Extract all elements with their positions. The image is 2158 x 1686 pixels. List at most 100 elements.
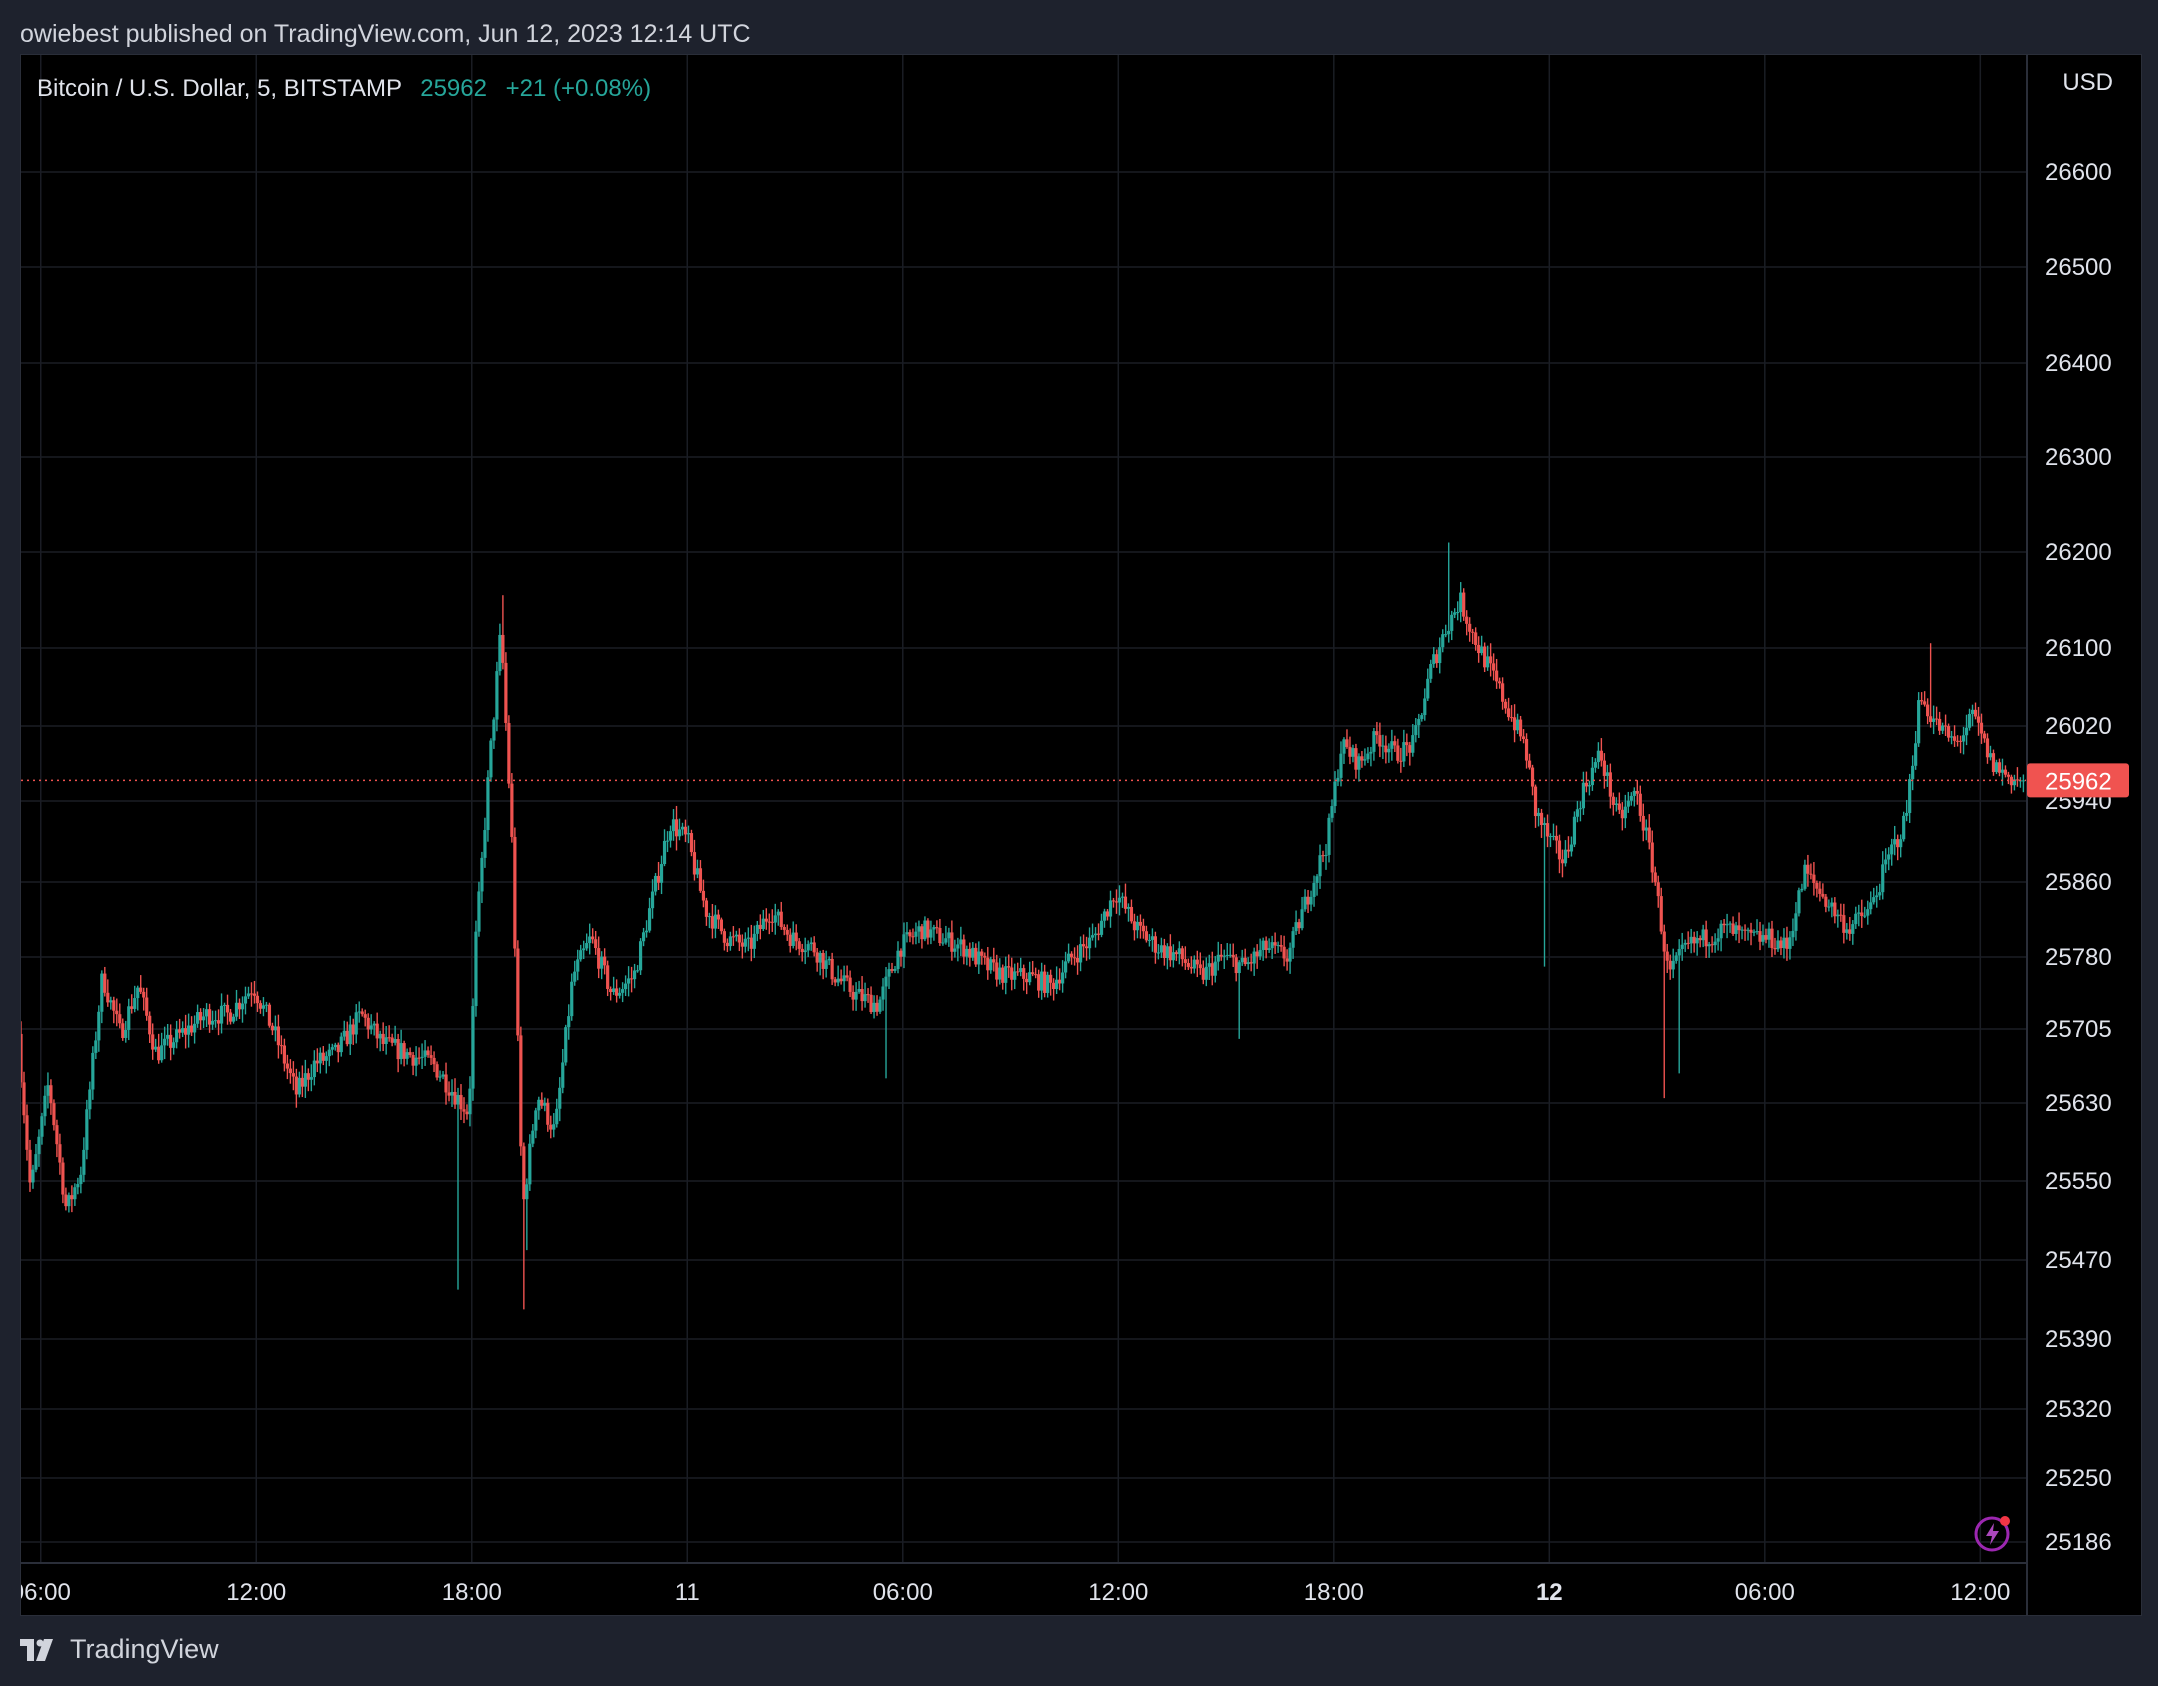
candle-body — [827, 958, 831, 961]
candle-body — [902, 934, 906, 957]
currency-label[interactable]: USD — [2062, 69, 2113, 96]
candle-body — [1719, 923, 1723, 939]
candle-body — [860, 989, 864, 1002]
last-price-badge — [2027, 763, 2129, 798]
candle-body — [692, 852, 697, 875]
candle-body — [94, 1040, 98, 1053]
candle-body — [737, 934, 741, 943]
candle-body — [46, 1085, 50, 1096]
candle-body — [462, 1109, 466, 1112]
candle-body — [1069, 953, 1074, 958]
candle-body — [1156, 952, 1160, 954]
candle-body — [1144, 931, 1149, 941]
candle-body — [764, 918, 768, 922]
candle-body — [1581, 782, 1586, 809]
candle-body — [1638, 793, 1642, 816]
candle-body — [453, 1091, 457, 1105]
candle-body — [378, 1033, 382, 1039]
candle-body — [1336, 777, 1340, 782]
candle-body — [507, 723, 511, 784]
candle-body — [1129, 906, 1134, 922]
candle-body — [1258, 949, 1262, 957]
candle-body — [1797, 890, 1801, 914]
candle-body — [1297, 922, 1301, 929]
candle-body — [414, 1057, 418, 1066]
candle-body — [839, 978, 843, 982]
candle-body — [1240, 957, 1244, 963]
price-chart[interactable]: 2660026500264002630026200261002602025940… — [21, 55, 2141, 1615]
candle-body — [1884, 859, 1888, 865]
candle-body — [1171, 952, 1175, 961]
candle-body — [525, 1184, 529, 1200]
candle-body — [339, 1036, 343, 1053]
candle-body — [1111, 900, 1116, 902]
candle-body — [1330, 806, 1334, 818]
lightning-icon[interactable] — [1973, 1513, 2013, 1553]
price-axis[interactable]: 2660026500264002630026200261002602025940… — [2027, 159, 2129, 1556]
candle-body — [884, 976, 888, 987]
candle-body — [1938, 718, 1942, 731]
candle-body — [1632, 790, 1636, 796]
candle-body — [1635, 790, 1639, 794]
candle-body — [330, 1047, 334, 1050]
price-tick-label: 25320 — [2045, 1396, 2112, 1423]
candle-body — [689, 833, 694, 853]
time-tick-label: 12:00 — [1950, 1579, 2010, 1606]
candle-body — [1970, 709, 1975, 714]
candle-body — [1141, 925, 1146, 932]
candle-body — [1381, 745, 1385, 747]
candle-body — [1216, 954, 1220, 962]
candle-body — [118, 1014, 122, 1024]
candle-body — [1689, 936, 1693, 944]
candle-body — [698, 868, 703, 891]
candle-body — [974, 947, 978, 965]
candle-body — [1946, 726, 1951, 738]
candle-body — [1653, 872, 1657, 883]
candle-body — [1869, 902, 1873, 910]
candle-body — [615, 988, 619, 996]
candle-body — [701, 890, 706, 901]
candle-body — [333, 1044, 337, 1048]
candle-body — [219, 1005, 224, 1024]
candle-body — [1055, 979, 1059, 989]
candle-body — [812, 942, 816, 953]
candle-body — [680, 826, 685, 830]
candle-body — [1683, 942, 1687, 945]
time-axis[interactable]: 06:00 12:00 18:00 11 06:00 12:00 18:00 12 06:00 1… — [21, 1579, 2010, 1606]
candle-body — [887, 969, 891, 977]
candle-body — [1426, 678, 1430, 699]
footer-brand[interactable]: TradingView — [20, 1634, 219, 1665]
candle-body — [522, 1146, 526, 1200]
price-tick-label: 26500 — [2045, 254, 2112, 281]
candle-body — [656, 875, 661, 883]
candle-body — [836, 978, 840, 983]
candle-body — [438, 1076, 442, 1078]
candle-body — [1441, 634, 1445, 648]
candle-body — [1985, 738, 1990, 758]
candle-body — [803, 950, 807, 953]
candle-body — [1417, 718, 1421, 726]
candle-body — [25, 1115, 29, 1150]
candle-body — [854, 991, 858, 1000]
candle-body — [37, 1136, 41, 1155]
time-tick-label: 18:00 — [442, 1579, 502, 1606]
candle-body — [896, 950, 900, 970]
candle-body — [1462, 592, 1466, 617]
candle-body — [100, 973, 104, 1012]
last-price-badge-label: 25962 — [2045, 768, 2112, 795]
candle-body — [348, 1024, 352, 1045]
candle-body — [112, 1000, 116, 1011]
candle-body — [1527, 760, 1532, 768]
candle-body — [1105, 911, 1110, 917]
candle-body — [1114, 901, 1119, 903]
candle-body — [31, 1169, 35, 1183]
candle-body — [1043, 971, 1047, 993]
candle-body — [1120, 896, 1125, 898]
candle-body — [1521, 736, 1526, 740]
candle-body — [1066, 953, 1071, 962]
candle-body — [1279, 945, 1283, 947]
candle-body — [980, 951, 984, 956]
candle-body — [151, 1034, 155, 1050]
chart-panel[interactable]: 26600 26500 26400 26300 26200 26100 26020 25940… — [20, 54, 2142, 1616]
candle-body — [106, 992, 110, 1003]
